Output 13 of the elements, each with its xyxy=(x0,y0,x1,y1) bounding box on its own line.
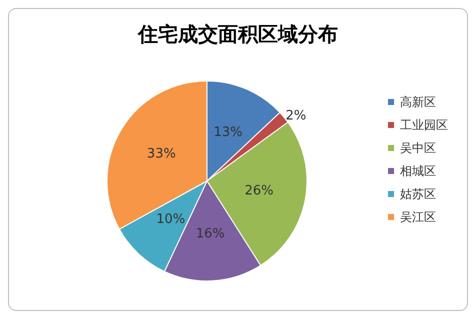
legend-label: 吴江区 xyxy=(400,210,436,224)
data-label: 10% xyxy=(156,212,186,228)
chart-title: 住宅成交面积区域分布 xyxy=(137,22,338,46)
legend-label: 吴中区 xyxy=(400,141,436,155)
data-label: 26% xyxy=(244,183,274,198)
data-label: 33% xyxy=(146,146,176,162)
legend-label: 高新区 xyxy=(400,95,436,109)
legend-label: 相城区 xyxy=(400,164,436,178)
data-label: 16% xyxy=(196,226,225,242)
data-label: 13% xyxy=(214,124,242,140)
legend-label: 姑苏区 xyxy=(400,187,436,201)
legend-label: 工业园区 xyxy=(400,118,448,132)
data-label: 2% xyxy=(286,108,306,124)
